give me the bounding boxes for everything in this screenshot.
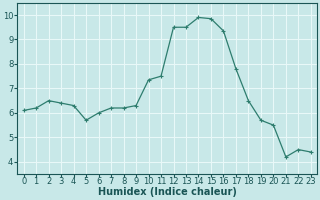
X-axis label: Humidex (Indice chaleur): Humidex (Indice chaleur) [98, 187, 237, 197]
